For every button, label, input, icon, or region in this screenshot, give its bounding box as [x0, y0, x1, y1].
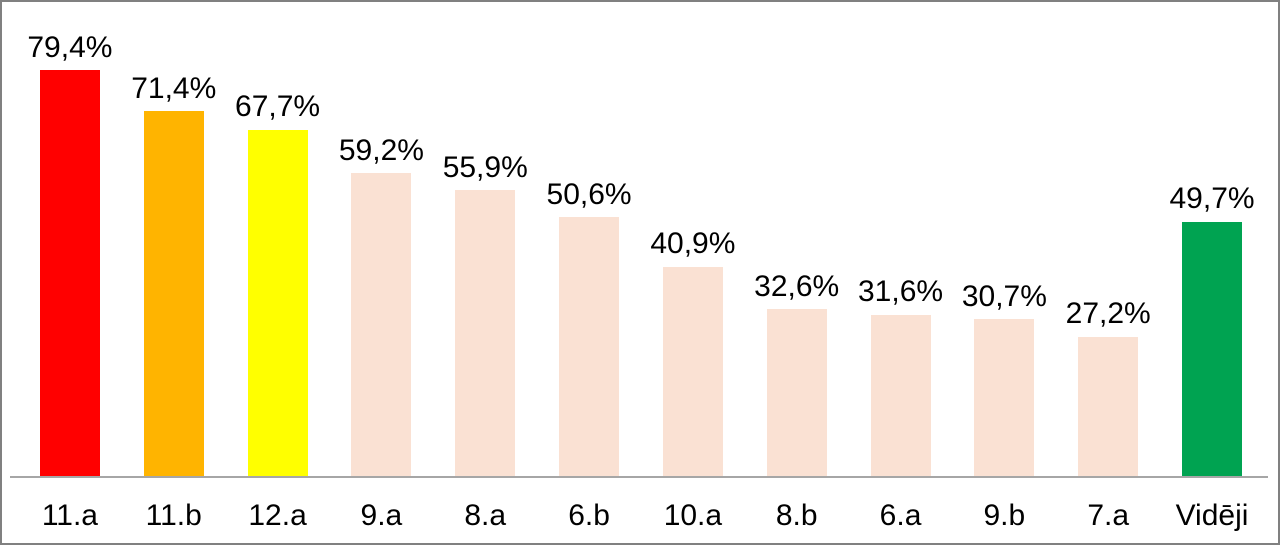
category-label: 11.a	[41, 498, 98, 532]
bar-column: 27,2%	[1056, 16, 1160, 476]
bar-column: 30,7%	[952, 16, 1056, 476]
category-label: 6.a	[879, 498, 922, 532]
bar	[247, 129, 308, 476]
category-label: 8.b	[775, 498, 818, 532]
bar-value-label: 32,6%	[754, 269, 840, 303]
bar-value-label: 67,7%	[235, 90, 321, 124]
bar-value-label: 79,4%	[27, 30, 113, 64]
category-label: 10.a	[663, 498, 723, 532]
bar-column: 32,6%	[745, 16, 849, 476]
bar-value-label: 71,4%	[131, 71, 217, 105]
bar-column: 50,6%	[537, 16, 641, 476]
category-label: 12.a	[248, 498, 307, 532]
category-label: 11.b	[145, 498, 202, 532]
bar-value-label: 40,9%	[650, 227, 736, 261]
bar-column: 59,2%	[329, 16, 433, 476]
bar-value-label: 30,7%	[961, 279, 1047, 313]
bar	[1182, 221, 1243, 476]
category-label: Vidēji	[1175, 498, 1249, 532]
bar	[870, 314, 931, 476]
category-label: 9.b	[983, 498, 1026, 532]
bar-value-label: 27,2%	[1065, 297, 1151, 331]
category-label: 9.a	[360, 498, 403, 532]
plot-area: 79,4% 71,4% 67,7% 59,2% 55,9% 50,6% 40,9% 32,6%…	[18, 16, 1264, 476]
bar-value-label: 59,2%	[338, 133, 424, 167]
category-label: 6.b	[568, 498, 610, 532]
bar	[351, 173, 412, 476]
bar-column: 71,4%	[122, 16, 226, 476]
bar	[143, 111, 204, 476]
bar	[559, 217, 620, 476]
bar-value-label: 50,6%	[546, 177, 632, 211]
bar	[766, 309, 827, 476]
x-axis-line	[10, 476, 1268, 478]
bar-column: 55,9%	[433, 16, 537, 476]
bar	[1078, 336, 1139, 476]
x-axis-category-labels: 11.a 11.b 12.a 9.a 8.a 6.b 10.a 8.b 6.a 9.b 7.a Vid…	[18, 480, 1264, 543]
bar-column: 31,6%	[849, 16, 953, 476]
bar-column: 40,9%	[641, 16, 745, 476]
bar-value-label: 31,6%	[858, 275, 944, 308]
bar-column: 49,7%	[1160, 16, 1264, 476]
bar	[39, 70, 100, 476]
bar-value-label: 49,7%	[1169, 182, 1255, 216]
category-label: 7.a	[1087, 498, 1130, 532]
bar	[455, 190, 516, 476]
bar	[974, 319, 1035, 476]
bar	[662, 266, 723, 476]
bar-column: 67,7%	[226, 16, 330, 476]
category-label: 8.a	[464, 498, 507, 532]
bar-value-label: 55,9%	[442, 150, 528, 184]
bar-column: 79,4%	[18, 16, 122, 476]
